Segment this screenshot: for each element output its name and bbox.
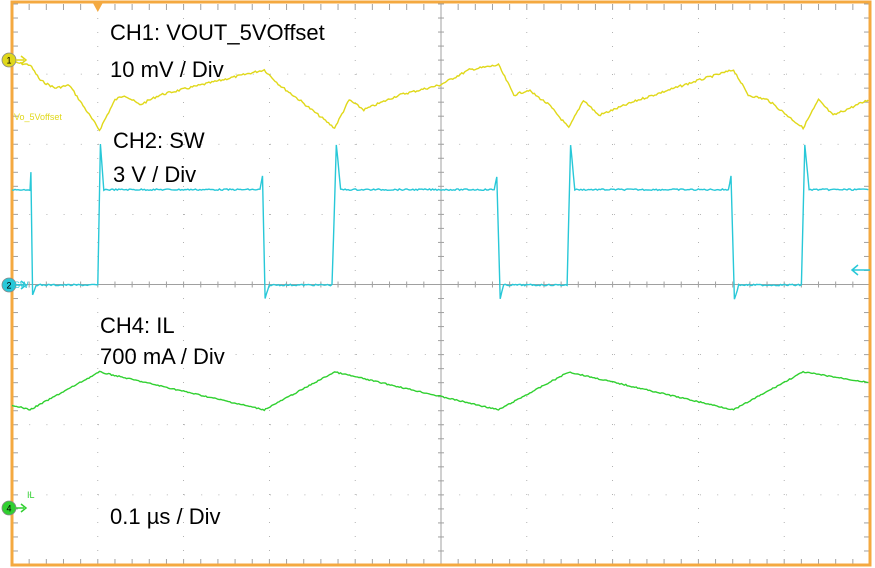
- trigger-position-marker: [91, 1, 104, 12]
- traces: [11, 60, 869, 412]
- ch4-marker-number: 4: [6, 504, 11, 514]
- ch1-marker-number: 1: [6, 56, 11, 66]
- ch4-marker-tag: IL: [27, 490, 35, 500]
- arrow-right-icon: [16, 55, 28, 65]
- arrow-right-icon: [16, 503, 28, 513]
- ch2-marker-number: 2: [6, 281, 11, 291]
- arrow-right-icon: [16, 280, 28, 290]
- trace-ch1: [11, 60, 869, 132]
- ch2-marker-tag: SW: [14, 280, 29, 290]
- trace-ch4: [11, 370, 869, 412]
- ch1-marker-tag: Vo_5Voffset: [14, 112, 62, 122]
- ch4-name-label: CH4: IL: [100, 313, 175, 338]
- ch2-scale-label: 3 V / Div: [113, 162, 197, 187]
- timebase-label: 0.1 µs / Div: [110, 504, 221, 529]
- ch1-name-label: CH1: VOUT_5VOffset: [110, 20, 325, 45]
- ch4-scale-label: 700 mA / Div: [100, 344, 225, 369]
- channel-markers: 1 Vo_5Voffset 2 SW 4 IL: [1, 52, 870, 516]
- trigger-level-arrow-icon: [850, 264, 870, 276]
- trace-ch2: [11, 143, 869, 300]
- ch2-name-label: CH2: SW: [113, 128, 205, 153]
- ch1-scale-label: 10 mV / Div: [110, 57, 224, 82]
